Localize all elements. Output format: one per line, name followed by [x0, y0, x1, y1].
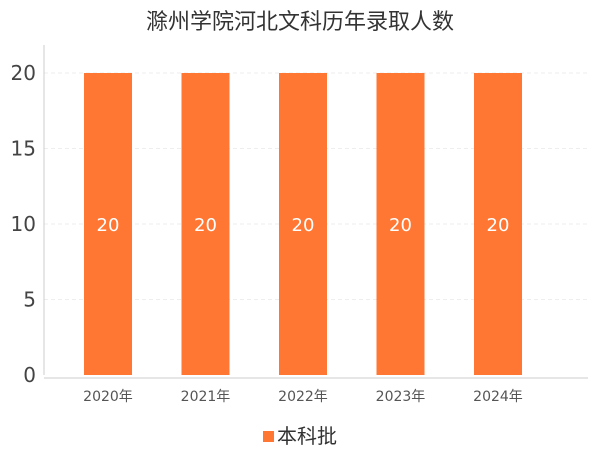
chart-title: 滁州学院河北文科历年录取人数: [145, 10, 454, 35]
bar-value-label: 20: [194, 215, 217, 236]
bar[interactable]: [279, 73, 327, 375]
y-tick-label: 0: [23, 363, 36, 387]
bar-value-label: 20: [97, 215, 120, 236]
y-tick-label: 10: [11, 212, 36, 236]
y-tick-label: 20: [11, 61, 36, 85]
x-tick-label: 2021年: [181, 389, 231, 405]
bar-value-label: 20: [292, 215, 315, 236]
y-tick-label: 5: [23, 288, 36, 312]
x-tick-label: 2024年: [473, 389, 523, 405]
x-tick-label: 2022年: [278, 389, 328, 405]
legend-label: 本科批: [277, 424, 337, 448]
bar[interactable]: [84, 73, 132, 375]
x-tick-label: 2023年: [376, 389, 426, 405]
bar[interactable]: [474, 73, 522, 375]
bar[interactable]: [181, 73, 230, 375]
bar[interactable]: [376, 73, 425, 375]
legend[interactable]: 本科批: [0, 420, 600, 449]
legend-swatch: [263, 431, 274, 442]
y-tick-label: 15: [11, 137, 36, 161]
bar-value-label: 20: [487, 215, 510, 236]
x-tick-label: 2020年: [83, 389, 133, 405]
bar-value-label: 20: [389, 215, 412, 236]
